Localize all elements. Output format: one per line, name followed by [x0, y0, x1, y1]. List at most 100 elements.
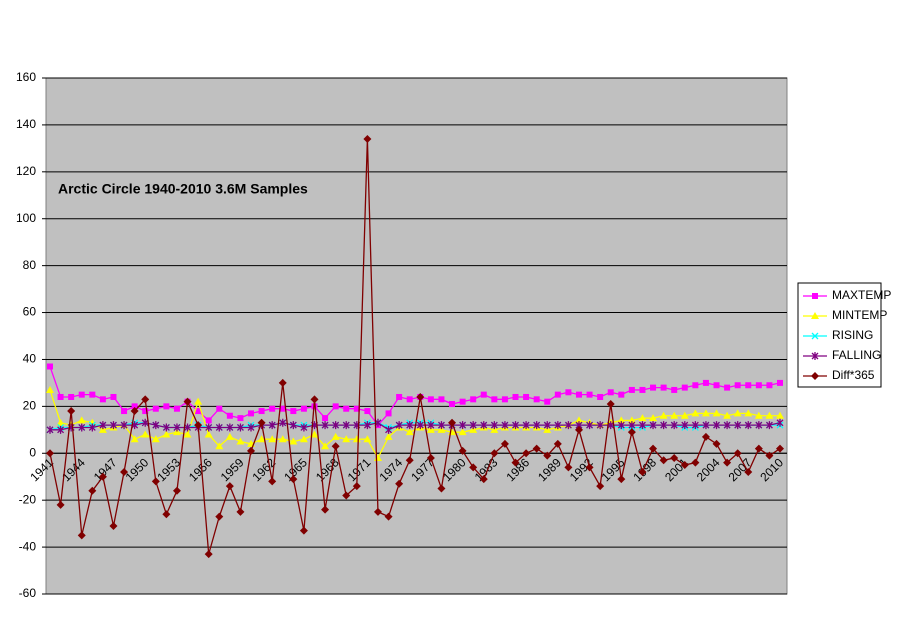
data-point — [142, 408, 149, 415]
data-point — [226, 423, 234, 432]
data-point — [490, 421, 498, 430]
data-point — [99, 396, 106, 403]
data-point — [776, 444, 784, 453]
data-point — [236, 423, 244, 432]
data-point — [574, 416, 583, 424]
data-point — [691, 458, 700, 467]
legend-label: MINTEMP — [832, 308, 887, 322]
data-point — [426, 453, 435, 462]
data-point — [459, 398, 466, 405]
data-point — [364, 408, 371, 415]
data-point — [713, 382, 720, 389]
data-point — [670, 453, 679, 462]
data-point — [744, 409, 753, 417]
data-point — [628, 386, 635, 393]
plot — [46, 134, 784, 559]
data-point — [363, 134, 372, 143]
y-tick-label: 0 — [29, 445, 36, 459]
data-point — [416, 392, 425, 401]
data-point — [162, 423, 170, 432]
data-point — [734, 382, 741, 389]
data-point — [141, 430, 150, 438]
data-point — [733, 449, 742, 458]
data-point — [353, 405, 360, 412]
data-point — [130, 407, 139, 416]
data-point — [438, 396, 445, 403]
data-point — [458, 428, 467, 436]
data-point — [469, 425, 478, 433]
data-point — [257, 435, 266, 443]
data-point — [120, 468, 129, 477]
data-point — [501, 421, 509, 430]
data-point — [723, 458, 732, 467]
data-point — [459, 421, 467, 430]
data-point — [480, 421, 488, 430]
data-point — [215, 512, 224, 521]
data-point — [322, 415, 329, 422]
data-point — [110, 421, 117, 430]
data-point — [670, 421, 678, 430]
data-point — [332, 403, 339, 410]
data-point — [639, 421, 646, 430]
data-point — [406, 396, 413, 403]
data-point — [89, 391, 96, 398]
data-point — [300, 405, 307, 412]
y-tick-label: -20 — [19, 492, 37, 506]
data-point — [607, 389, 614, 396]
legend-label: Diff*365 — [832, 368, 875, 382]
data-point — [226, 412, 233, 419]
legend-marker — [811, 352, 819, 360]
data-point — [47, 363, 53, 370]
data-point — [638, 468, 647, 477]
data-point — [225, 482, 234, 491]
data-point — [701, 432, 710, 441]
data-point — [268, 477, 277, 486]
data-point — [670, 411, 679, 419]
legend-label: MAXTEMP — [832, 288, 891, 302]
data-point — [744, 468, 753, 477]
data-point — [734, 421, 742, 430]
data-point — [395, 479, 404, 488]
data-point — [733, 409, 742, 417]
y-tick-label: 100 — [16, 211, 36, 225]
data-point — [437, 425, 446, 433]
data-point — [533, 396, 540, 403]
data-point — [120, 421, 128, 430]
data-point — [194, 397, 203, 405]
data-point — [88, 423, 96, 432]
data-point — [638, 414, 647, 422]
data-point — [331, 442, 340, 451]
data-point — [78, 391, 85, 398]
data-point — [597, 393, 604, 400]
data-point — [321, 505, 330, 514]
data-point — [596, 421, 604, 430]
data-point — [723, 421, 731, 430]
data-point — [216, 405, 223, 412]
data-point — [99, 421, 107, 430]
data-point — [405, 456, 414, 465]
data-point — [427, 396, 434, 403]
data-point — [712, 409, 721, 417]
legend — [797, 282, 882, 388]
data-point — [141, 418, 149, 427]
y-tick-label: 140 — [16, 117, 36, 131]
data-point — [585, 463, 594, 472]
data-point — [776, 418, 784, 427]
data-point — [57, 393, 64, 400]
data-point — [88, 486, 97, 495]
data-point — [723, 411, 732, 419]
data-point — [500, 439, 509, 448]
data-point — [702, 379, 709, 386]
data-point — [586, 421, 594, 430]
data-point — [384, 432, 393, 440]
data-point — [469, 421, 477, 430]
data-point — [660, 384, 667, 391]
data-point — [289, 437, 298, 445]
data-point — [373, 507, 382, 516]
data-point — [586, 391, 593, 398]
data-point — [342, 421, 350, 430]
data-point — [310, 430, 319, 438]
data-point — [204, 550, 213, 559]
data-point — [490, 449, 499, 458]
